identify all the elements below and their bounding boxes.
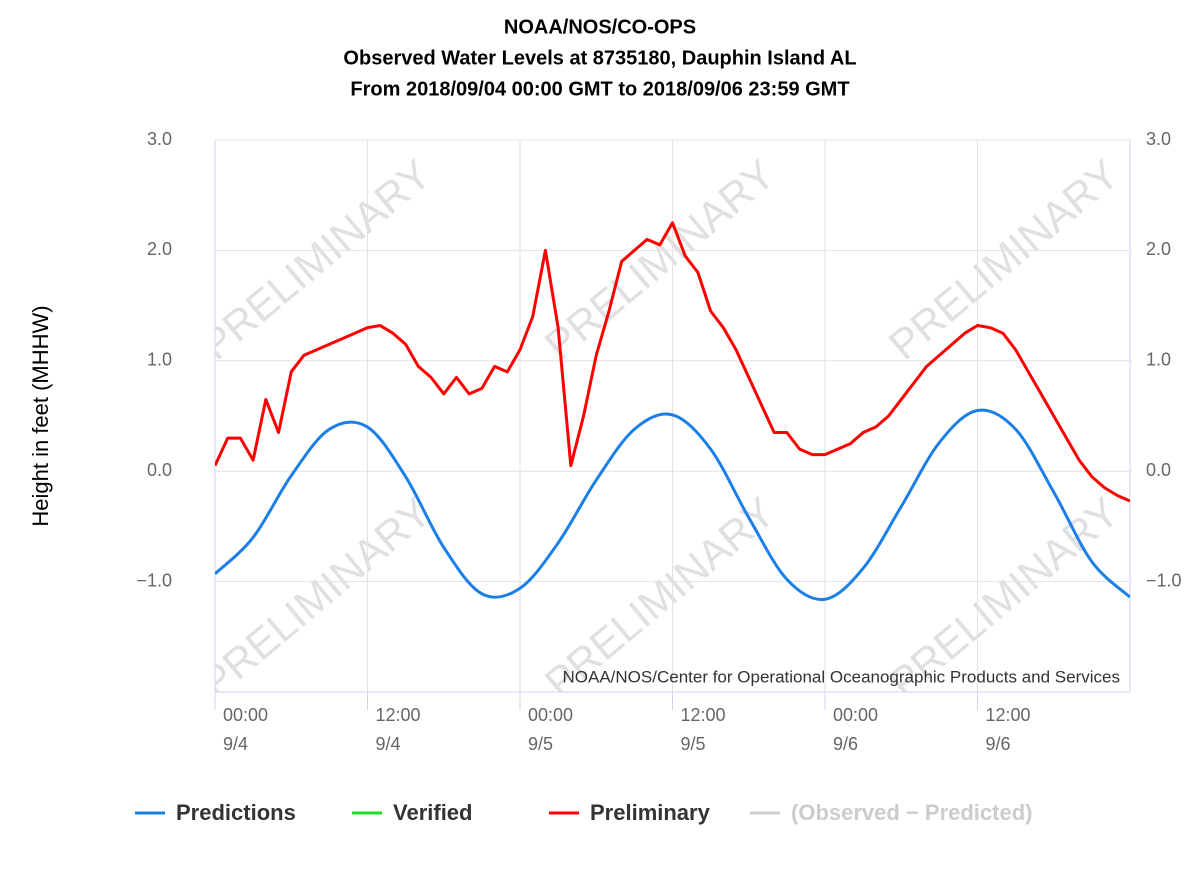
x-tick-label: 00:00 bbox=[223, 705, 268, 725]
y-tick-label: −1.0 bbox=[136, 570, 172, 590]
y2-tick-label: 3.0 bbox=[1146, 129, 1171, 149]
x-tick-label: 12:00 bbox=[376, 705, 421, 725]
credit: NOAA/NOS/Center for Operational Oceanogr… bbox=[563, 667, 1121, 686]
x-tick-label: 9/5 bbox=[528, 734, 553, 754]
chart-title: Observed Water Levels at 8735180, Dauphi… bbox=[343, 47, 856, 69]
grid: 3.0 3.0 2.0 2.0 1.0 1.0 0.0 0.0 −1.0 −1.0 00:00 9/4… bbox=[136, 129, 1181, 754]
x-tick-label: 9/6 bbox=[833, 734, 858, 754]
legend-label: Preliminary bbox=[590, 800, 711, 825]
y-tick-label: 0.0 bbox=[147, 460, 172, 480]
y2-tick-label: −1.0 bbox=[1146, 570, 1182, 590]
watermark: PRELIMINARY bbox=[192, 150, 440, 369]
series-line bbox=[215, 408, 1130, 601]
x-tick-label: 9/5 bbox=[681, 734, 706, 754]
x-tick-label: 9/4 bbox=[223, 734, 248, 754]
x-tick-label: 00:00 bbox=[833, 705, 878, 725]
y-tick-label: 3.0 bbox=[147, 129, 172, 149]
x-tick-label: 12:00 bbox=[986, 705, 1031, 725]
series-line bbox=[215, 221, 1130, 503]
plot-lines bbox=[215, 221, 1130, 601]
y-tick-label: 2.0 bbox=[147, 239, 172, 259]
legend-label: Predictions bbox=[176, 800, 296, 825]
y-axis-label: Height in feet (MHHW) bbox=[28, 305, 53, 526]
y2-tick-label: 0.0 bbox=[1146, 460, 1171, 480]
chart-title: From 2018/09/04 00:00 GMT to 2018/09/06 … bbox=[350, 78, 849, 100]
legend-label: Verified bbox=[393, 800, 472, 825]
y-tick-label: 1.0 bbox=[147, 350, 172, 370]
x-tick-label: 00:00 bbox=[528, 705, 573, 725]
x-tick-label: 9/4 bbox=[376, 734, 401, 754]
legend: Predictions Verified Preliminary (Observed … bbox=[135, 800, 1032, 825]
watermark: PRELIMINARY bbox=[192, 488, 440, 707]
y2-tick-label: 2.0 bbox=[1146, 239, 1171, 259]
x-tick-label: 12:00 bbox=[681, 705, 726, 725]
legend-label: (Observed − Predicted) bbox=[791, 800, 1032, 825]
y2-tick-label: 1.0 bbox=[1146, 350, 1171, 370]
watermark: PRELIMINARY bbox=[536, 150, 784, 369]
x-tick-label: 9/6 bbox=[986, 734, 1011, 754]
chart-title: NOAA/NOS/CO-OPS bbox=[504, 16, 696, 38]
